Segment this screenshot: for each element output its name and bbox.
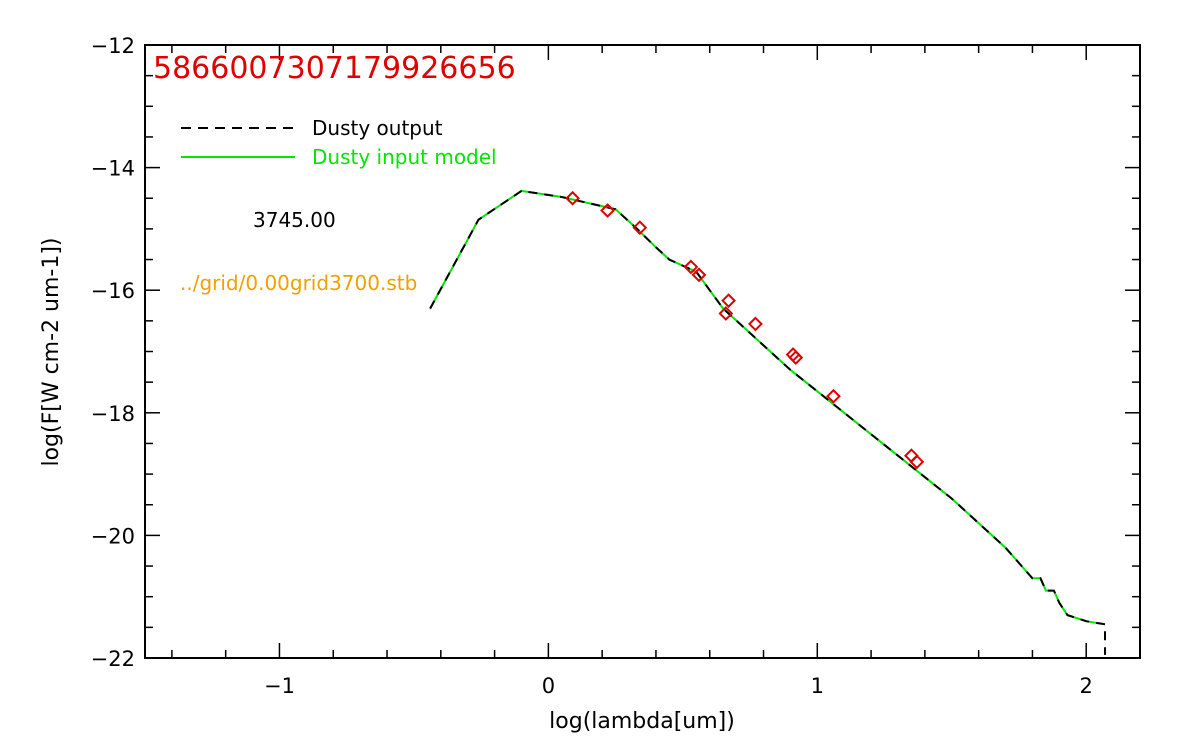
- data-point-diamond: [909, 454, 925, 470]
- axis-tick-labels: −1 0 1 2 −22 −20 −18 −16 −14 −12: [91, 34, 1093, 698]
- data-point-diamond: [691, 267, 707, 283]
- x-tick-label: 1: [811, 674, 824, 698]
- y-tick-label: −20: [91, 524, 135, 548]
- grid-file-label: ../grid/0.00grid3700.stb: [180, 271, 417, 295]
- x-axis-title: log(lambda[um]): [549, 709, 735, 734]
- data-point-diamond: [683, 259, 699, 275]
- data-point-diamond: [632, 220, 648, 236]
- object-id: 5866007307179926656: [153, 51, 516, 86]
- y-axis-title: log(F[W cm-2 um-1]): [39, 237, 64, 466]
- data-point-diamond: [826, 388, 841, 404]
- series-layer: [429, 189, 1106, 655]
- series-line-dusty-output: [429, 189, 1106, 655]
- y-tick-label: −12: [91, 34, 135, 58]
- temperature-label: 3745.00: [253, 208, 336, 232]
- data-point-diamond: [788, 350, 804, 366]
- observed-points: [565, 190, 925, 470]
- data-point-diamond: [748, 316, 763, 332]
- plot-frame: [144, 44, 1141, 659]
- y-tick-label: −16: [91, 279, 135, 303]
- legend-model-label: Dusty input model: [312, 145, 497, 169]
- x-tick-label: 0: [542, 674, 555, 698]
- legend-output-label: Dusty output: [312, 116, 443, 140]
- x-tick-label: −1: [264, 674, 295, 698]
- series-line-dusty-input-model: [429, 189, 1106, 626]
- y-tick-label: −14: [91, 157, 135, 181]
- data-point-diamond: [718, 306, 734, 321]
- axis-ticks: [145, 44, 1141, 659]
- y-tick-label: −18: [91, 402, 135, 426]
- x-tick-label: 2: [1080, 674, 1093, 698]
- data-point-diamond: [600, 203, 615, 218]
- data-point-diamond: [565, 190, 580, 206]
- y-tick-label: −22: [91, 647, 135, 671]
- data-point-diamond: [721, 293, 736, 309]
